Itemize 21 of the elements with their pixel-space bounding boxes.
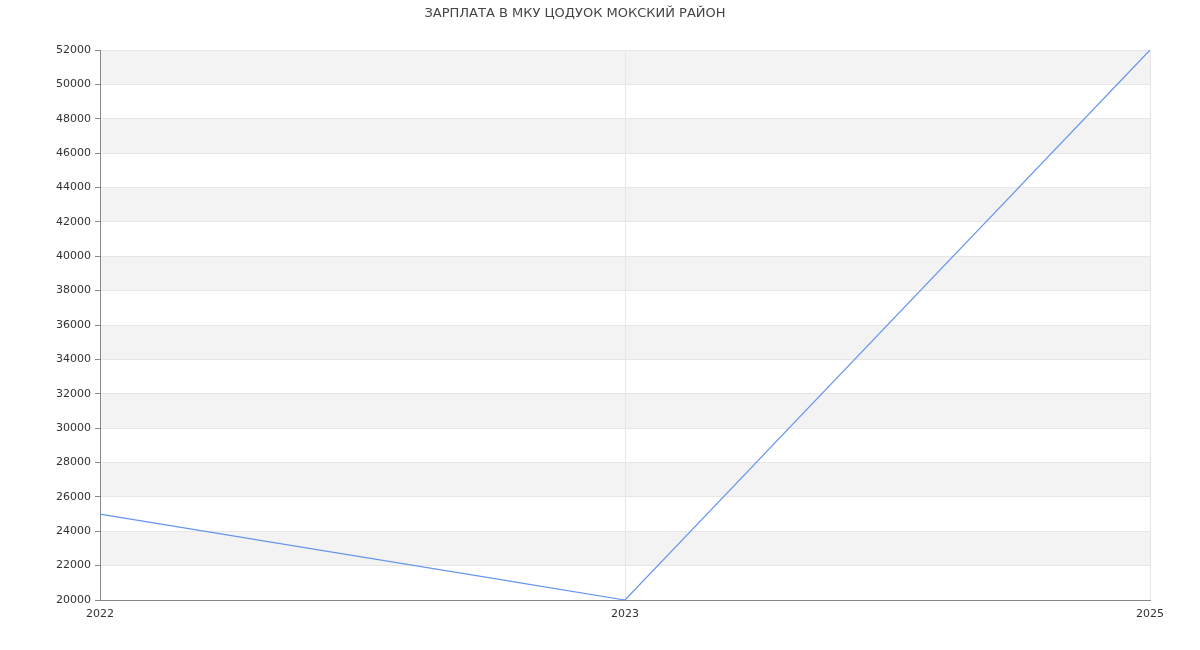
y-tick-label: 34000 xyxy=(56,352,91,366)
y-tick-label: 44000 xyxy=(56,180,91,194)
y-tick-label: 52000 xyxy=(56,42,91,56)
chart-title: ЗАРПЛАТА В МКУ ЦОДУОК МОКСКИЙ РАЙОН xyxy=(424,5,726,21)
y-tick-label: 46000 xyxy=(56,145,91,159)
x-tick-label: 2025 xyxy=(1136,607,1164,621)
y-tick-label: 36000 xyxy=(56,317,91,331)
y-tick-label: 24000 xyxy=(56,524,91,538)
y-tick-label: 40000 xyxy=(56,249,91,263)
y-tick-label: 22000 xyxy=(56,558,91,572)
y-tick-label: 30000 xyxy=(56,420,91,434)
x-tick-label: 2022 xyxy=(86,607,114,621)
x-tick-label: 2023 xyxy=(611,607,639,621)
y-tick-label: 42000 xyxy=(56,214,91,228)
y-tick-label: 50000 xyxy=(56,77,91,91)
y-tick-label: 28000 xyxy=(56,455,91,469)
y-tick-label: 48000 xyxy=(56,111,91,125)
y-tick-label: 38000 xyxy=(56,283,91,297)
y-tick-label: 32000 xyxy=(56,386,91,400)
y-tick-label: 26000 xyxy=(56,489,91,503)
y-tick-label: 20000 xyxy=(56,592,91,606)
